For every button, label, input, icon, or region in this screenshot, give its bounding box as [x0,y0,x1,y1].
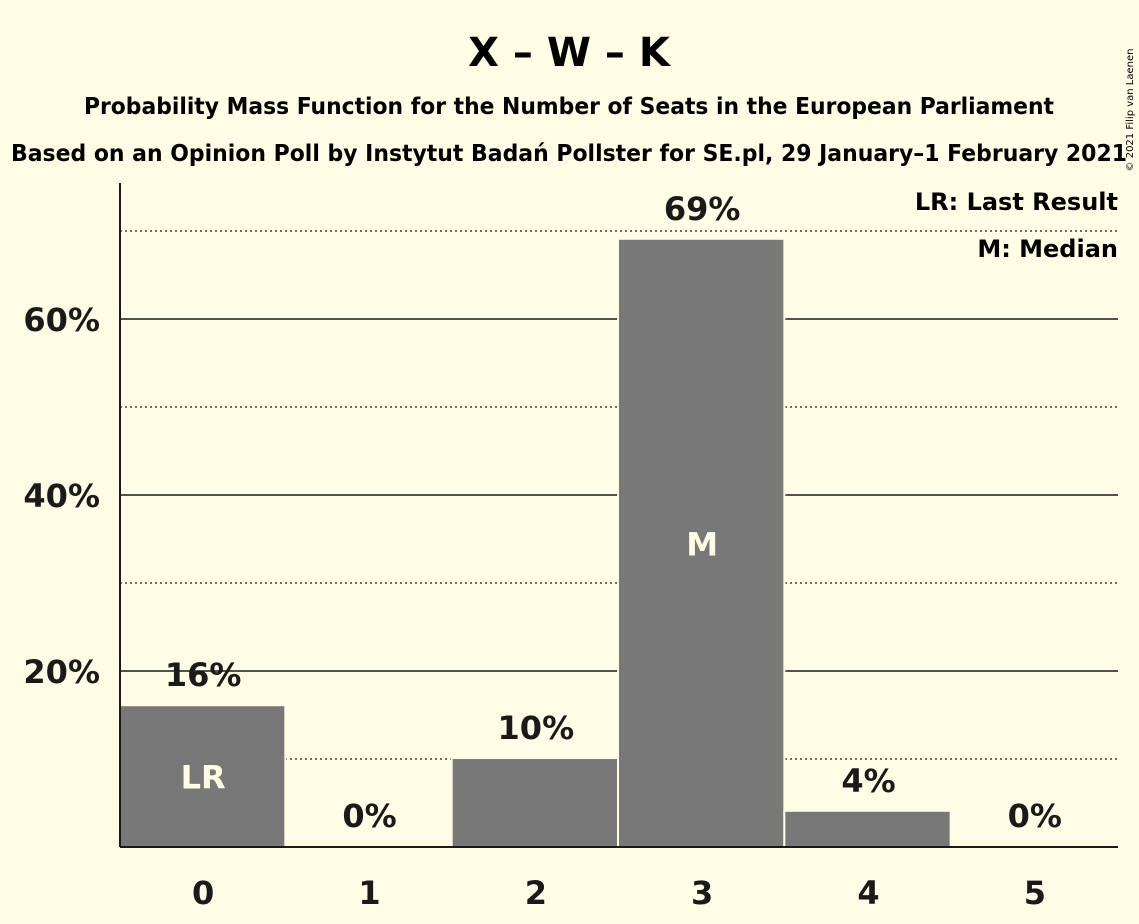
chart-subtitle: Probability Mass Function for the Number… [84,94,1054,120]
x-tick-label: 0 [192,874,214,912]
legend-item-last-result: LR: Last Result [915,188,1118,216]
bar-inner-label: M [686,525,718,563]
chart-title: X – W – K [468,30,672,76]
x-tick-label: 1 [358,874,380,912]
bar [785,811,950,847]
bar-value-label: 16% [165,656,242,694]
y-tick-label: 40% [23,477,100,515]
x-tick-label: 2 [525,874,547,912]
chart-subtitle-source: Based on an Opinion Poll by Instytut Bad… [11,141,1127,167]
labels-group: 16% 0% 10% 69% 4% 0% LR M [165,190,1062,835]
axes-group: 20% 40% 60% 0 1 2 3 4 5 [23,183,1118,912]
y-tick-label: 20% [23,653,100,691]
bar [120,706,285,847]
bar-value-label: 69% [664,190,741,228]
legend-item-median: M: Median [977,235,1118,263]
bar [452,759,617,847]
bar-value-label: 0% [342,797,396,835]
bar-value-label: 4% [841,762,895,800]
copyright-notice: © 2021 Filip van Laenen [1125,49,1136,172]
legend: LR: Last Result M: Median [915,188,1118,263]
x-tick-label: 5 [1024,874,1046,912]
bar-inner-label: LR [181,759,226,797]
x-tick-label: 4 [857,874,879,912]
bars-group [118,237,952,848]
bar [619,239,784,848]
x-tick-label: 3 [691,874,713,912]
y-tick-label: 60% [23,301,100,339]
bar-value-label: 10% [498,709,575,747]
bar-value-label: 0% [1008,797,1062,835]
